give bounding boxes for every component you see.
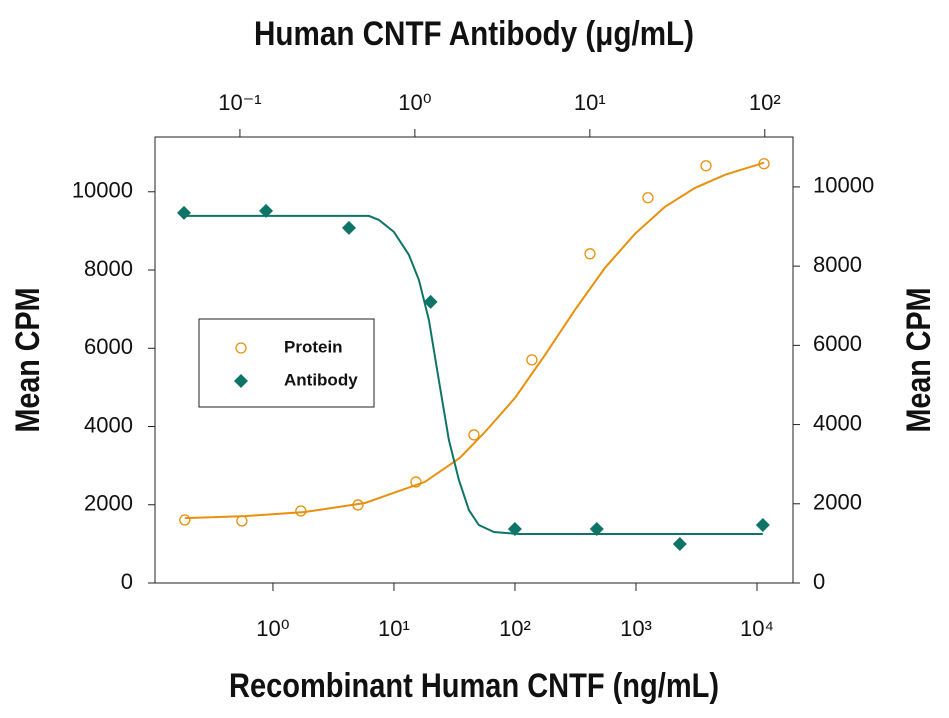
y2-tick-label: 6000 [813, 331, 862, 356]
data-point [468, 429, 480, 441]
legend-marker [234, 374, 248, 388]
x-tick-label: 10³ [620, 616, 652, 641]
legend-label: Antibody [284, 370, 358, 389]
y2-tick-label: 2000 [813, 490, 862, 515]
x-tick-label: 10⁰ [256, 616, 289, 641]
data-point [236, 515, 248, 527]
data-point [584, 248, 596, 260]
fit-curve [184, 161, 765, 520]
top-axis-label: Human CNTF Antibody (μg/mL) [254, 15, 694, 53]
legend-box [198, 318, 375, 408]
data-point [410, 476, 422, 488]
x-tick-label: 10¹ [378, 616, 410, 641]
x2-tick-label: 10⁻¹ [218, 90, 261, 115]
right-axis-label: Mean CPM [900, 288, 938, 433]
y2-tick-label: 10000 [813, 173, 874, 198]
x2-tick-label: 10¹ [574, 90, 606, 115]
data-point [758, 158, 770, 170]
data-point [589, 521, 604, 536]
legend-marker [235, 342, 247, 354]
plot-frame [154, 136, 794, 584]
data-point [672, 536, 687, 551]
left-axis-label: Mean CPM [9, 288, 47, 433]
data-point [259, 203, 274, 218]
data-point [755, 517, 770, 532]
data-point [526, 354, 538, 366]
data-point [642, 192, 654, 204]
data-point [179, 514, 191, 526]
y2-tick-label: 0 [813, 569, 825, 594]
y-tick-label: 8000 [84, 256, 133, 281]
fit-curve [184, 214, 763, 535]
data-point [352, 499, 364, 511]
data-point [341, 220, 356, 235]
y-tick-label: 4000 [84, 412, 133, 437]
x2-tick-label: 10⁰ [398, 90, 431, 115]
data-point [700, 160, 712, 172]
y-tick-label: 6000 [84, 334, 133, 359]
data-point [177, 205, 192, 220]
y2-tick-label: 8000 [813, 252, 862, 277]
x-tick-label: 10⁴ [740, 616, 774, 641]
y-tick-label: 0 [121, 569, 133, 594]
data-point [423, 294, 438, 309]
data-point [507, 521, 522, 536]
x2-tick-label: 10² [749, 90, 781, 115]
y-tick-label: 2000 [84, 491, 133, 516]
y2-tick-label: 4000 [813, 410, 862, 435]
y-tick-label: 10000 [72, 178, 133, 203]
data-point [295, 505, 307, 517]
bottom-axis-label: Recombinant Human CNTF (ng/mL) [229, 667, 719, 705]
x-tick-label: 10² [499, 616, 531, 641]
legend-label: Protein [284, 337, 343, 356]
